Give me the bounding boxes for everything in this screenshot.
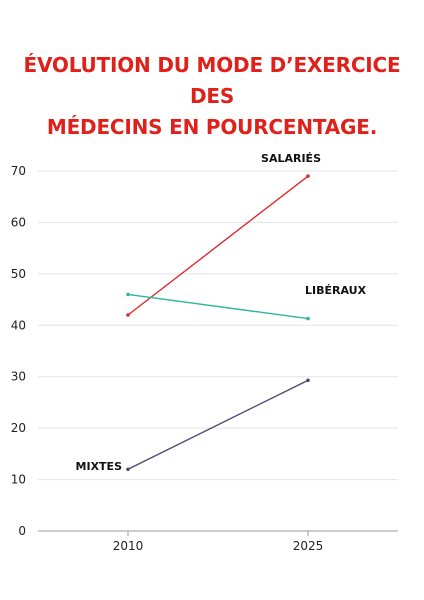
chart-title-line-2: MÉDECINS EN POURCENTAGE. <box>46 115 378 139</box>
y-tick-label: 30 <box>11 370 26 384</box>
y-tick-label: 40 <box>11 318 26 332</box>
chart-title: ÉVOLUTION DU MODE D’EXERCICE DES MÉDECIN… <box>22 50 402 143</box>
y-tick-label: 50 <box>11 267 26 281</box>
data-point <box>126 292 130 297</box>
data-point <box>306 174 310 178</box>
y-tick-label: 0 <box>18 524 26 538</box>
y-tick-label: 10 <box>11 473 26 487</box>
x-tick-label: 2025 <box>293 539 324 553</box>
y-axis-ticks: 0 10 20 30 40 50 60 70 <box>11 164 26 538</box>
x-axis-ticks: 2010 2025 <box>113 531 324 553</box>
series-line <box>127 293 309 320</box>
series-label: MIXTES <box>76 460 123 473</box>
y-tick-label: 60 <box>11 215 26 229</box>
x-tick-label: 2010 <box>113 539 144 553</box>
data-point <box>126 313 130 317</box>
series-labels: SALARIÉS LIBÉRAUX MIXTES <box>76 152 367 473</box>
gridlines <box>38 170 398 481</box>
series-lines <box>126 174 310 472</box>
series-line <box>127 175 309 316</box>
series-line <box>127 379 309 470</box>
series-label: LIBÉRAUX <box>305 284 367 297</box>
data-point <box>306 316 310 321</box>
chart-title-line-1: ÉVOLUTION DU MODE D’EXERCICE DES <box>23 53 401 108</box>
data-point <box>306 378 310 383</box>
y-tick-label: 70 <box>11 164 26 178</box>
y-tick-label: 20 <box>11 421 26 435</box>
series-label: SALARIÉS <box>261 152 321 165</box>
data-point <box>126 467 130 472</box>
